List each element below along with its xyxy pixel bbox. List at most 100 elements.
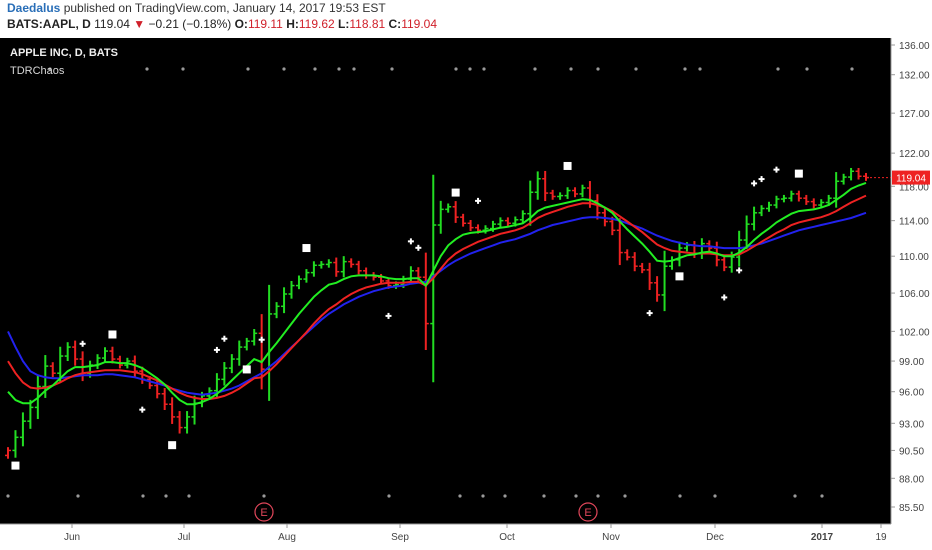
fractal-square-marker — [794, 169, 803, 178]
ohlc-bar — [422, 252, 429, 351]
ohlc-bar — [542, 170, 549, 202]
y-tick-label: 122.00 — [899, 149, 930, 160]
fractal-cross-marker — [385, 312, 392, 319]
signal-dot-top — [181, 67, 185, 71]
plot-area[interactable] — [0, 38, 891, 524]
indicator-legend[interactable]: TDRChaos — [10, 65, 65, 77]
signal-dot-top — [313, 67, 317, 71]
signal-dot-top — [698, 67, 702, 71]
fractal-cross-marker — [258, 336, 265, 343]
earnings-marker[interactable]: E — [254, 502, 274, 522]
y-tick-label: 90.50 — [899, 446, 924, 457]
ohlc-bar — [19, 412, 26, 447]
ohlc-bar — [437, 200, 444, 234]
y-tick-label: 96.00 — [899, 388, 924, 399]
ohlc-bar — [310, 261, 317, 277]
ohlc-bar — [616, 218, 623, 266]
x-tick-label: Dec — [706, 532, 724, 543]
ohlc-bar — [12, 430, 19, 458]
low-value: 118.81 — [349, 17, 386, 31]
ohlc-bar — [445, 203, 452, 213]
ohlc-bar — [795, 190, 802, 202]
signal-dot-bottom — [481, 494, 485, 498]
published-text: published on TradingView.com, January 14… — [63, 1, 386, 15]
open-label: O: — [234, 17, 248, 31]
signal-dot-bottom — [187, 494, 191, 498]
ohlc-bar — [333, 257, 340, 277]
publish-line: Daedalus published on TradingView.com, J… — [7, 1, 386, 15]
fractal-cross-marker — [721, 294, 728, 301]
fractal-cross-marker — [139, 406, 146, 413]
signal-dot-bottom — [76, 494, 80, 498]
signal-dot-top — [390, 67, 394, 71]
chart-legend-title: APPLE INC, D, BATS — [10, 47, 118, 59]
ohlc-bar — [27, 399, 34, 429]
fractal-cross-marker — [736, 267, 743, 274]
close-value: 119.04 — [401, 17, 437, 31]
x-tick-label: Oct — [499, 532, 515, 543]
signal-dot-top — [454, 67, 458, 71]
ohlc-bar — [57, 346, 64, 383]
ohlc-bar — [766, 201, 773, 212]
signal-dot-top — [482, 67, 486, 71]
fractal-cross-marker — [751, 180, 758, 187]
fractal-cross-marker — [758, 176, 765, 183]
ohlc-bar — [534, 171, 541, 200]
close-label: C: — [388, 17, 402, 31]
signal-dot-bottom — [542, 494, 546, 498]
earnings-label: E — [584, 507, 591, 519]
ohlc-bar — [355, 260, 362, 275]
x-tick-label: Sep — [391, 532, 409, 543]
ohlc-bar — [236, 340, 243, 366]
y-tick-label: 99.00 — [899, 357, 924, 368]
ohlc-bar — [460, 213, 467, 227]
ohlc-bar — [773, 195, 780, 209]
ohlc-bar — [654, 276, 661, 302]
ohlc-bar — [579, 184, 586, 198]
price-chart[interactable]: E E 136.00 132.00 127.00 122.00 118.00 114.00 1… — [0, 38, 932, 550]
ohlc-bar — [631, 252, 638, 272]
ohlc-bar — [273, 302, 280, 319]
ohlc-bar — [101, 347, 108, 362]
ohlc-bar — [295, 275, 302, 290]
ohlc-bar — [788, 190, 795, 202]
last-price-box — [892, 170, 930, 185]
x-tick-label: 19 — [875, 532, 887, 543]
fractal-square-marker — [168, 441, 177, 450]
ohlc-bar — [184, 411, 191, 434]
fractal-cross-marker — [79, 340, 86, 347]
y-tick-label: 114.00 — [899, 217, 929, 228]
ohlc-bar — [467, 220, 474, 231]
fractal-square-marker — [451, 188, 460, 197]
ohlc-bar — [549, 189, 556, 200]
ohlc-bar — [780, 194, 787, 203]
fractal-square-marker — [302, 244, 311, 253]
y-tick-label: 93.00 — [899, 419, 924, 430]
ohlc-bar — [639, 262, 646, 274]
signal-dot-bottom — [164, 494, 168, 498]
earnings-marker[interactable]: E — [578, 502, 598, 522]
ohlc-bar — [855, 167, 862, 180]
signal-dot-bottom — [820, 494, 824, 498]
ohlc-bar — [848, 167, 855, 181]
ohlc-bar — [721, 255, 728, 272]
signal-dot-top — [246, 67, 250, 71]
x-tick-label: Aug — [278, 532, 296, 543]
ohlc-bar — [318, 261, 325, 269]
ohlc-bar — [281, 287, 288, 314]
signal-dot-bottom — [713, 494, 717, 498]
ohlc-bar — [810, 198, 817, 209]
signal-dot-top — [282, 67, 286, 71]
signal-dot-top — [634, 67, 638, 71]
ohlc-bar — [5, 447, 11, 459]
low-label: L: — [338, 17, 350, 31]
ohlc-bar — [72, 340, 79, 366]
y-tick-label: 85.50 — [899, 503, 924, 514]
author-link[interactable]: Daedalus — [7, 1, 61, 15]
down-arrow-icon: ▼ — [133, 17, 146, 31]
high-label: H: — [286, 17, 299, 31]
ohlc-bar — [348, 258, 355, 268]
ohlc-bar — [49, 362, 56, 378]
ohlc-bar — [243, 337, 250, 351]
signal-dot-top — [533, 67, 537, 71]
